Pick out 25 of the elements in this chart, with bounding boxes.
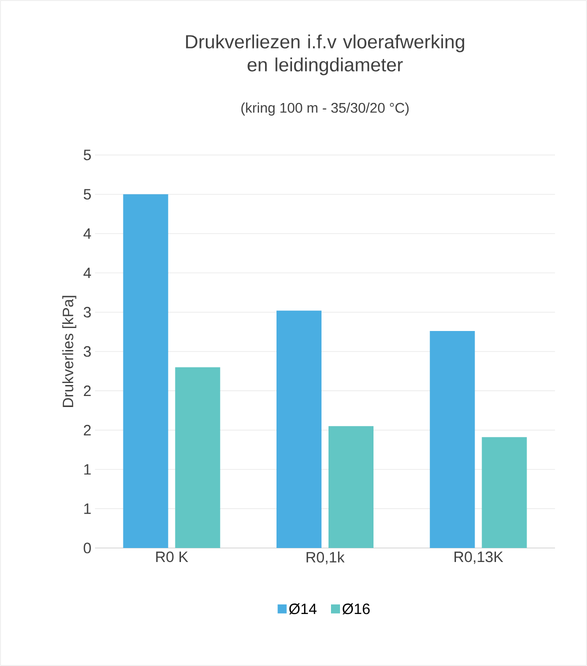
y-tick-label: 4 (83, 268, 92, 278)
x-tick-label: R0 K (156, 552, 188, 562)
bar (482, 437, 527, 548)
legend-label: Ø16 (342, 603, 370, 614)
y-tick-label: 5 (84, 150, 91, 160)
y-tick-label: 4 (83, 228, 92, 239)
chart-subtitle: (kring 100 m - 35/30/20 °C) (241, 102, 409, 116)
bar (175, 367, 220, 548)
y-tick-label: 1 (84, 504, 91, 514)
bar (328, 426, 374, 548)
chart-title: Drukverliezen i.f.v vloerafwerking en leidingdiameter (186, 34, 464, 76)
y-tick-label: 5 (84, 189, 91, 200)
bar (430, 331, 475, 548)
y-tick-label: 3 (84, 306, 91, 318)
y-tick-label: 0 (84, 542, 91, 554)
x-tick-label: R0,13K (454, 552, 504, 564)
y-tick-label: 3 (84, 346, 91, 357)
x-tick-label: R0,1k (306, 552, 345, 564)
legend-label: Ø14 (289, 603, 317, 614)
bar (123, 194, 168, 548)
y-tick-label: 1 (84, 464, 91, 475)
y-axis-title: Drukverlies [kPa] (62, 296, 76, 407)
y-tick-label: 2 (84, 424, 91, 436)
bar (276, 310, 322, 548)
y-tick-label: 2 (84, 386, 91, 396)
